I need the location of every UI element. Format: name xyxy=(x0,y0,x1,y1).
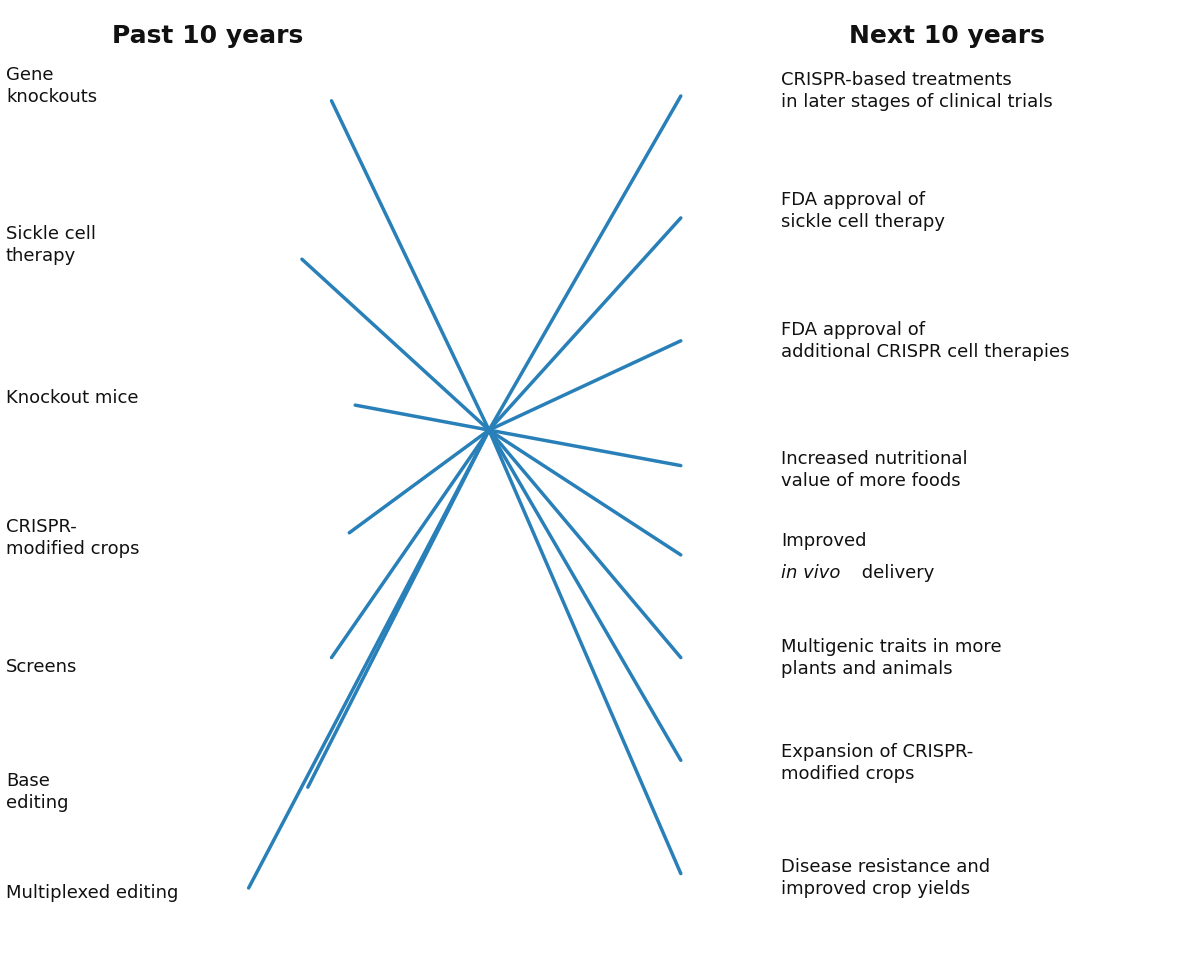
Text: Improved: Improved xyxy=(781,532,867,550)
Text: Multiplexed editing: Multiplexed editing xyxy=(6,884,179,901)
Text: Base
editing: Base editing xyxy=(6,772,69,812)
Text: in vivo: in vivo xyxy=(781,564,841,582)
Text: Next 10 years: Next 10 years xyxy=(849,24,1045,48)
Text: Increased nutritional
value of more foods: Increased nutritional value of more food… xyxy=(781,450,969,491)
Text: Expansion of CRISPR-
modified crops: Expansion of CRISPR- modified crops xyxy=(781,743,973,783)
Text: Sickle cell
therapy: Sickle cell therapy xyxy=(6,225,96,265)
Text: FDA approval of
sickle cell therapy: FDA approval of sickle cell therapy xyxy=(781,191,946,231)
Text: Gene
knockouts: Gene knockouts xyxy=(6,66,97,107)
Text: Knockout mice: Knockout mice xyxy=(6,390,139,407)
Text: FDA approval of
additional CRISPR cell therapies: FDA approval of additional CRISPR cell t… xyxy=(781,321,1070,361)
Text: Multigenic traits in more
plants and animals: Multigenic traits in more plants and ani… xyxy=(781,637,1002,678)
Text: delivery: delivery xyxy=(856,564,934,582)
Text: Disease resistance and
improved crop yields: Disease resistance and improved crop yie… xyxy=(781,858,991,899)
Text: Screens: Screens xyxy=(6,659,77,676)
Text: Past 10 years: Past 10 years xyxy=(111,24,303,48)
Text: CRISPR-
modified crops: CRISPR- modified crops xyxy=(6,517,140,558)
Text: CRISPR-based treatments
in later stages of clinical trials: CRISPR-based treatments in later stages … xyxy=(781,71,1054,111)
